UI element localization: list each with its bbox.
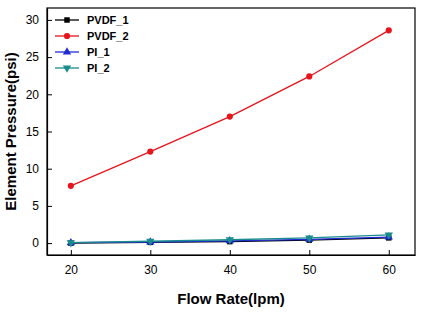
tick-mark xyxy=(47,206,52,207)
tick-mark xyxy=(309,250,310,255)
y-axis-title: Element Pressure(psi) xyxy=(2,52,19,210)
tick-mark xyxy=(230,250,231,255)
tick-label: 30 xyxy=(144,263,158,277)
tick: 60 xyxy=(383,250,397,277)
x-axis-title: Flow Rate(lpm) xyxy=(177,290,285,307)
series xyxy=(67,232,393,245)
legend-item: PI_1 xyxy=(55,46,110,58)
tick-label: 20 xyxy=(26,88,40,102)
axis-line xyxy=(48,255,416,256)
x-axis: 20 30 40 50 60 xyxy=(48,250,416,277)
tick: 10 xyxy=(26,162,52,176)
tick: 25 xyxy=(26,50,52,64)
tick-mark xyxy=(47,132,52,133)
tick: 5 xyxy=(32,199,52,213)
legend-marker xyxy=(64,33,70,39)
tick-mark xyxy=(150,250,151,255)
marker xyxy=(306,73,312,79)
legend-label: PI_2 xyxy=(87,62,110,74)
tick-label: 50 xyxy=(303,263,317,277)
tick-mark xyxy=(47,169,52,170)
tick-label: 10 xyxy=(26,162,40,176)
tick-label: 30 xyxy=(26,13,40,27)
tick: 20 xyxy=(26,88,52,102)
tick-label: 25 xyxy=(26,50,40,64)
tick-label: 60 xyxy=(383,263,397,277)
marker xyxy=(146,239,154,246)
legend-item: PVDF_1 xyxy=(55,14,129,26)
plot: 20 30 40 50 60 0 5 10 15 20 25 30 PVDF_1 PVDF_2 PI_1 PI… xyxy=(26,8,416,277)
tick-mark xyxy=(47,57,52,58)
legend-marker xyxy=(63,66,71,73)
chart: 20 30 40 50 60 0 5 10 15 20 25 30 PVDF_1 PVDF_2 PI_1 PI… xyxy=(0,0,425,320)
plot-frame xyxy=(47,8,415,255)
marker xyxy=(305,235,313,242)
tick: 20 xyxy=(65,250,79,277)
marker xyxy=(147,148,153,154)
legend-item: PI_2 xyxy=(55,62,110,74)
tick: 40 xyxy=(224,250,238,277)
tick-mark xyxy=(47,20,52,21)
legend-item: PVDF_2 xyxy=(55,30,129,42)
legend-marker xyxy=(63,47,71,54)
tick-label: 5 xyxy=(32,199,39,213)
series xyxy=(67,233,393,248)
legend-label: PVDF_2 xyxy=(87,30,129,42)
marker xyxy=(226,237,234,244)
marker xyxy=(227,114,233,120)
tick-mark xyxy=(389,250,390,255)
tick: 30 xyxy=(144,250,158,277)
tick-mark xyxy=(47,243,52,244)
tick: 15 xyxy=(26,125,52,139)
tick-label: 40 xyxy=(224,263,238,277)
marker xyxy=(385,233,393,240)
series xyxy=(68,235,391,246)
legend-label: PI_1 xyxy=(87,46,110,58)
y-axis: 0 5 10 15 20 25 30 xyxy=(26,9,52,256)
tick-label: 15 xyxy=(26,125,40,139)
tick-mark xyxy=(71,250,72,255)
tick-label: 20 xyxy=(65,263,79,277)
marker xyxy=(68,183,74,189)
data-area xyxy=(67,27,393,247)
tick: 0 xyxy=(32,236,52,250)
tick-mark xyxy=(47,94,52,95)
marker xyxy=(386,27,392,33)
series xyxy=(68,27,392,189)
legend: PVDF_1 PVDF_2 PI_1 PI_2 xyxy=(55,14,129,74)
marker xyxy=(385,232,393,239)
tick-label: 0 xyxy=(32,236,39,250)
tick: 30 xyxy=(26,13,52,27)
tick: 50 xyxy=(303,250,317,277)
series-line xyxy=(71,30,389,185)
legend-marker xyxy=(64,17,69,22)
marker xyxy=(67,240,75,247)
legend-label: PVDF_1 xyxy=(87,14,129,26)
